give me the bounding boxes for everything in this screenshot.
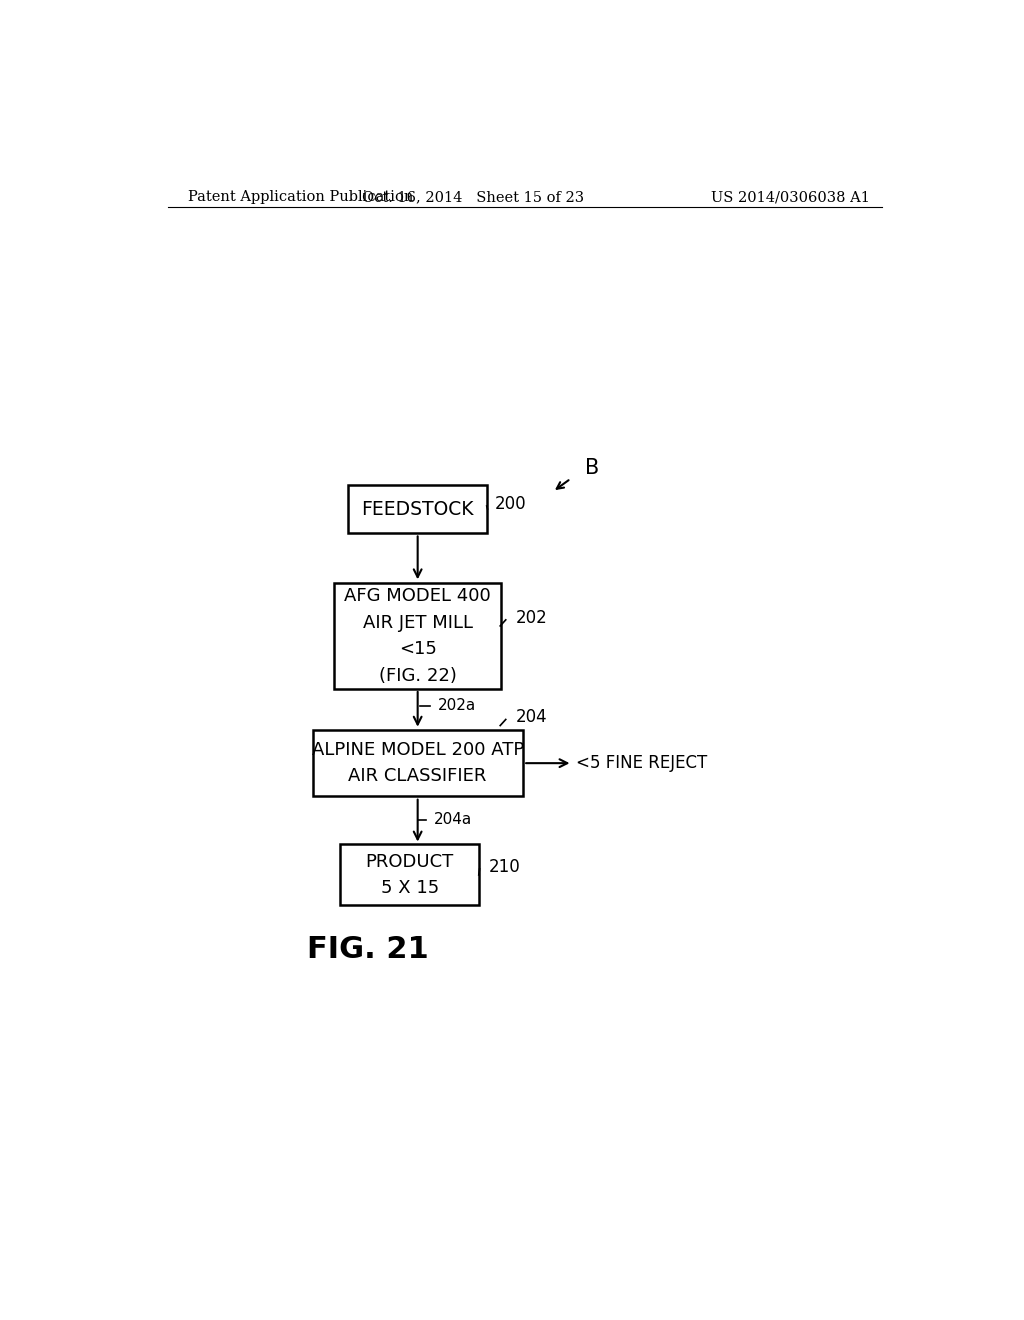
- Text: AIR JET MILL: AIR JET MILL: [362, 614, 473, 632]
- Text: 202: 202: [515, 609, 547, 627]
- Text: 200: 200: [495, 495, 526, 513]
- Text: FEEDSTOCK: FEEDSTOCK: [361, 499, 474, 519]
- Text: <5 FINE REJECT: <5 FINE REJECT: [577, 754, 708, 772]
- Text: US 2014/0306038 A1: US 2014/0306038 A1: [711, 190, 870, 205]
- Text: 210: 210: [489, 858, 521, 876]
- Text: FIG. 21: FIG. 21: [306, 935, 428, 964]
- Text: AFG MODEL 400: AFG MODEL 400: [344, 587, 492, 606]
- Text: Patent Application Publication: Patent Application Publication: [187, 190, 413, 205]
- Bar: [340, 845, 479, 906]
- Text: PRODUCT: PRODUCT: [366, 853, 454, 871]
- Text: 204: 204: [515, 709, 547, 726]
- Bar: [334, 582, 501, 689]
- Text: 5 X 15: 5 X 15: [381, 879, 439, 898]
- Text: <15: <15: [398, 640, 436, 659]
- Bar: [312, 730, 523, 796]
- Text: 204a: 204a: [433, 812, 472, 826]
- Text: ALPINE MODEL 200 ATP: ALPINE MODEL 200 ATP: [311, 741, 524, 759]
- Text: 202a: 202a: [437, 698, 476, 713]
- Text: (FIG. 22): (FIG. 22): [379, 667, 457, 685]
- Text: AIR CLASSIFIER: AIR CLASSIFIER: [348, 767, 486, 785]
- Bar: [348, 484, 487, 533]
- Text: Oct. 16, 2014   Sheet 15 of 23: Oct. 16, 2014 Sheet 15 of 23: [362, 190, 585, 205]
- Text: B: B: [585, 458, 599, 478]
